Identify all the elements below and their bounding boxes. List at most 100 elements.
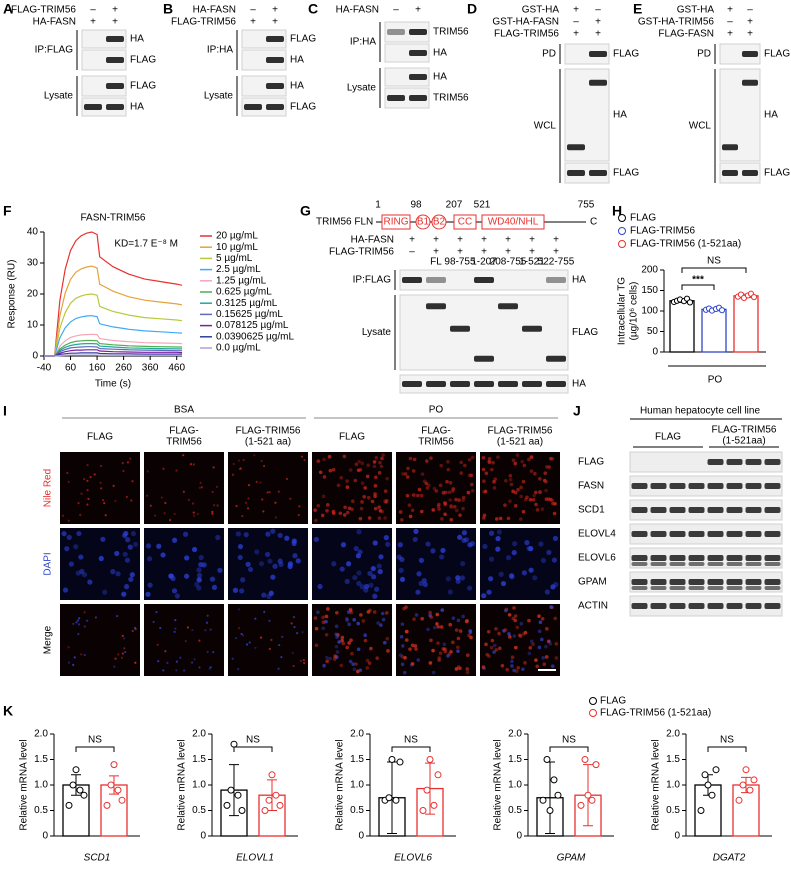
significance-bracket bbox=[681, 284, 715, 290]
data-point bbox=[588, 796, 596, 804]
micrograph-signal bbox=[196, 585, 202, 591]
condition-sign: + bbox=[573, 29, 579, 40]
micrograph-signal bbox=[525, 495, 529, 500]
micrograph-signal bbox=[531, 642, 535, 647]
micrograph-signal bbox=[493, 643, 497, 648]
y-axis-label: (µg/10⁶ cells) bbox=[629, 282, 640, 341]
y-tick-label: 2.0 bbox=[508, 729, 522, 740]
blot-band bbox=[726, 507, 743, 513]
blot-band bbox=[688, 483, 705, 489]
micrograph-signal bbox=[124, 584, 130, 590]
blot-band bbox=[387, 95, 405, 101]
condition-sign: – bbox=[747, 5, 753, 16]
micrograph-signal bbox=[192, 511, 195, 514]
response-curve bbox=[44, 231, 183, 357]
micrograph-signal bbox=[544, 644, 548, 649]
blot-band bbox=[409, 50, 427, 56]
blot-strip bbox=[81, 49, 127, 71]
micrograph-signal bbox=[508, 477, 513, 482]
micrograph-signal bbox=[245, 643, 249, 646]
micrograph-signal bbox=[482, 516, 486, 520]
micrograph-signal bbox=[481, 593, 487, 599]
micrograph-signal bbox=[154, 514, 157, 517]
micrograph-signal bbox=[549, 497, 553, 502]
micrograph-signal bbox=[403, 656, 407, 660]
micrograph-signal bbox=[486, 589, 492, 595]
blot-strip bbox=[384, 43, 430, 63]
micrograph-signal bbox=[553, 581, 559, 588]
micrograph-signal bbox=[72, 622, 75, 625]
response-curve bbox=[44, 349, 183, 357]
condition-name: HA-FASN bbox=[193, 5, 236, 16]
micrograph-signal bbox=[509, 482, 514, 487]
micrograph-signal bbox=[328, 468, 333, 473]
micrograph-signal bbox=[344, 578, 350, 585]
micrograph-signal bbox=[355, 553, 361, 559]
micrograph-signal bbox=[551, 557, 558, 563]
micrograph-signal bbox=[274, 516, 277, 519]
micrograph bbox=[144, 528, 224, 600]
micrograph-signal bbox=[73, 544, 79, 550]
micrograph-signal bbox=[403, 472, 408, 476]
micrograph-signal bbox=[529, 455, 534, 459]
micrograph-signal bbox=[274, 501, 277, 504]
micrograph-signal bbox=[468, 630, 473, 635]
band-label: HA bbox=[613, 110, 627, 121]
blot-band bbox=[726, 555, 743, 561]
micrograph-signal bbox=[184, 640, 187, 643]
micrograph-signal bbox=[264, 551, 271, 558]
micrograph-signal bbox=[365, 474, 370, 479]
band-label: ELOVL6 bbox=[578, 553, 616, 564]
blot-strip bbox=[629, 451, 783, 473]
y-axis-label: Relative mRNA level bbox=[335, 739, 346, 830]
condition-sign: + bbox=[457, 235, 463, 246]
blot-band bbox=[745, 579, 762, 585]
blot-band bbox=[409, 29, 427, 35]
micrograph-signal bbox=[550, 664, 555, 668]
micrograph-signal bbox=[194, 581, 200, 588]
micrograph-signal bbox=[523, 630, 528, 635]
micrograph-signal bbox=[505, 667, 510, 672]
data-point bbox=[434, 771, 442, 779]
micrograph-signal bbox=[449, 517, 454, 522]
legend-label: 0.625 µg/mL bbox=[216, 287, 272, 298]
micrograph bbox=[480, 528, 560, 600]
micrograph-signal bbox=[99, 481, 102, 484]
micrograph-signal bbox=[356, 647, 361, 652]
micrograph-signal bbox=[531, 498, 536, 502]
micrograph-signal bbox=[347, 506, 352, 511]
micrograph-signal bbox=[232, 462, 235, 466]
micrograph-signal bbox=[461, 506, 465, 511]
micrograph-signal bbox=[374, 586, 380, 592]
micrograph-signal bbox=[368, 582, 374, 588]
micrograph-signal bbox=[484, 642, 488, 647]
blot-strip bbox=[629, 523, 783, 545]
micrograph-signal bbox=[513, 461, 518, 466]
micrograph-signal bbox=[212, 466, 215, 469]
micrograph-signal bbox=[528, 567, 534, 573]
micrograph-signal bbox=[404, 638, 409, 642]
micrograph-signal bbox=[459, 460, 464, 465]
micrograph-signal bbox=[419, 509, 424, 514]
micrograph-signal bbox=[266, 491, 269, 494]
micrograph-signal bbox=[367, 661, 372, 665]
y-tick-label: 2.0 bbox=[666, 729, 680, 740]
x-tick-label: 260 bbox=[115, 363, 132, 374]
y-tick-label: 0.5 bbox=[34, 805, 48, 816]
micrograph-signal bbox=[235, 504, 238, 508]
micrograph bbox=[312, 452, 392, 524]
micrograph-signal bbox=[496, 529, 503, 535]
significance-label: NS bbox=[707, 256, 721, 267]
x-axis-label: PO bbox=[708, 375, 723, 386]
terminus: C bbox=[590, 217, 597, 228]
micrograph-signal bbox=[416, 493, 420, 498]
micrograph-signal bbox=[358, 668, 363, 673]
data-point bbox=[227, 786, 235, 794]
data-point bbox=[577, 801, 585, 809]
micrograph-signal bbox=[237, 608, 241, 611]
band-label: FASN bbox=[578, 481, 604, 492]
micrograph-signal bbox=[535, 508, 540, 512]
y-axis-label: Relative mRNA level bbox=[177, 739, 188, 830]
micrograph-signal bbox=[86, 619, 89, 622]
micrograph-signal bbox=[146, 470, 149, 473]
